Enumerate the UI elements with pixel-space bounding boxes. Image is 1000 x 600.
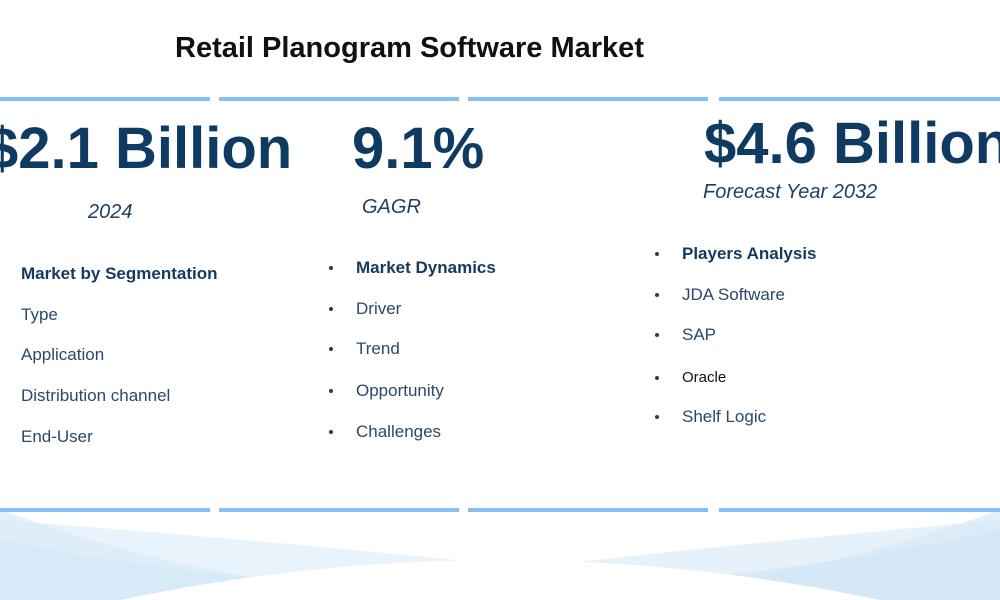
- list-item: Shelf Logic: [682, 407, 767, 426]
- stat-label: GAGR: [362, 196, 421, 218]
- bullet: [329, 430, 333, 434]
- divider: [0, 508, 210, 512]
- bullet: [329, 347, 333, 351]
- list-item: Application: [21, 345, 105, 364]
- bullet: [655, 376, 659, 380]
- list-item: Oracle: [682, 369, 727, 386]
- divider: [468, 97, 708, 101]
- bullet: [329, 307, 333, 311]
- list-heading: Market Dynamics: [356, 258, 496, 277]
- list-item: Challenges: [356, 422, 442, 441]
- list-item: End-User: [21, 427, 93, 446]
- list-item: Trend: [356, 339, 400, 358]
- bullet: [655, 415, 659, 419]
- list-item: Distribution channel: [21, 386, 171, 405]
- divider: [0, 97, 210, 101]
- stat-label: Forecast Year 2032: [703, 181, 878, 203]
- divider: [719, 97, 1000, 101]
- list-item: Type: [21, 305, 58, 324]
- title: Retail Planogram Software Market: [175, 32, 644, 64]
- divider: [219, 97, 459, 101]
- list-item: JDA Software: [682, 285, 785, 304]
- wave-center: [120, 560, 880, 600]
- stat-label: 2024: [88, 201, 133, 223]
- bullet: [655, 293, 659, 297]
- divider: [219, 508, 459, 512]
- stat-value: 9.1%: [352, 116, 485, 181]
- divider: [468, 508, 708, 512]
- list-item: SAP: [682, 325, 717, 344]
- stat-value: $2.1 Billion: [0, 116, 293, 181]
- bullet: [655, 252, 659, 256]
- bullet: [329, 389, 333, 393]
- bullet: [329, 266, 333, 270]
- stat-value: $4.6 Billion: [704, 111, 1000, 176]
- bullet: [655, 333, 659, 337]
- list-heading: Market by Segmentation: [21, 264, 218, 283]
- list-heading: Players Analysis: [682, 244, 817, 263]
- list-item: Driver: [356, 299, 402, 318]
- list-item: Opportunity: [356, 381, 444, 400]
- divider: [719, 508, 1000, 512]
